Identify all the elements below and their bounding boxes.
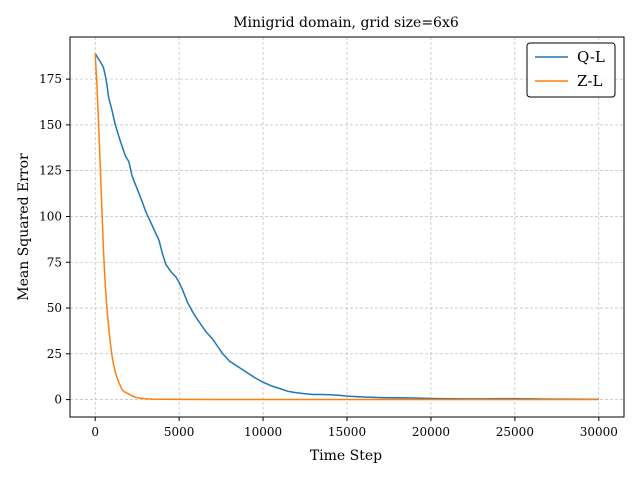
x-tick-label: 20000 — [412, 425, 450, 439]
series-line-z-l — [94, 53, 599, 401]
x-tick-label: 15000 — [328, 425, 366, 439]
y-tick-label: 100 — [39, 209, 62, 223]
y-axis-label: Mean Squared Error — [16, 153, 32, 301]
legend-label-q-l: Q-L — [577, 48, 605, 66]
x-tick-label: 30000 — [580, 425, 618, 439]
y-tick-label: 0 — [54, 393, 62, 407]
chart-title: Minigrid domain, grid size=6x6 — [233, 15, 459, 31]
x-tick-label: 0 — [91, 425, 99, 439]
ticks: 0 5000 10000 15000 20000 25000 30000 0 25 50 75 100… — [39, 72, 618, 439]
y-tick-label: 75 — [47, 255, 62, 269]
x-tick-label: 5000 — [164, 425, 195, 439]
legend: Q-L Z-L — [526, 42, 616, 98]
series-layer — [94, 53, 599, 401]
x-tick-label: 25000 — [496, 425, 534, 439]
y-tick-label: 175 — [39, 72, 62, 86]
y-tick-label: 50 — [47, 301, 62, 315]
series-line-q-l — [94, 53, 599, 400]
y-tick-label: 150 — [39, 118, 62, 132]
y-tick-label: 125 — [39, 164, 62, 178]
legend-label-z-l: Z-L — [577, 72, 602, 90]
y-tick-label: 25 — [47, 347, 62, 361]
x-tick-label: 10000 — [244, 425, 282, 439]
x-axis-label: Time Step — [310, 448, 382, 464]
